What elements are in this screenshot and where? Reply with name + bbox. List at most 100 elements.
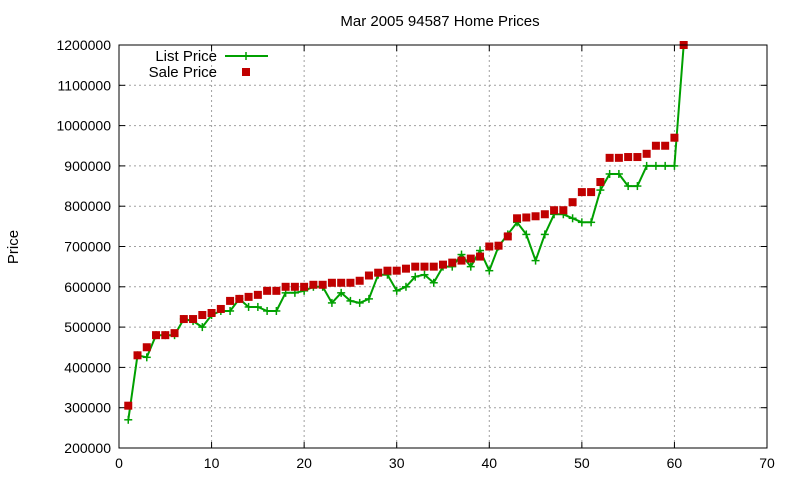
legend-marker-list-price: [242, 52, 250, 60]
sale-price-point: [624, 153, 633, 162]
sale-price-point: [494, 241, 503, 250]
tick-labels: 0 10 20 30 40 50 60 70 200000 300000 400000 500000 6…: [56, 37, 775, 471]
list-price-point: [142, 353, 151, 362]
sale-price-point: [596, 178, 605, 187]
list-price-point: [124, 415, 133, 424]
sale-price-point: [540, 210, 549, 219]
sale-price-point: [457, 256, 466, 265]
sale-price-point: [170, 329, 179, 338]
y-tick-label: 300000: [64, 400, 111, 416]
sale-price-point: [142, 343, 151, 352]
sale-price-point: [226, 296, 235, 305]
sale-price-point: [605, 153, 614, 162]
sale-price-point: [152, 331, 161, 340]
list-price-point: [226, 306, 235, 315]
sale-price-point: [161, 331, 170, 340]
x-tick-label: 30: [389, 455, 405, 471]
sale-price-point: [244, 292, 253, 301]
sale-price-point: [651, 141, 660, 150]
y-tick-label: 500000: [64, 319, 111, 335]
y-tick-label: 1100000: [58, 77, 112, 93]
list-price-point: [411, 272, 420, 281]
chart-title: Mar 2005 94587 Home Prices: [340, 13, 539, 30]
y-tick-label: 200000: [64, 440, 111, 456]
list-price-point: [429, 278, 438, 287]
sale-price-point: [577, 188, 586, 197]
sale-price-point: [411, 262, 420, 271]
list-price-point: [587, 218, 596, 227]
sale-price-point: [253, 290, 262, 299]
list-price-point: [263, 306, 272, 315]
list-price-point: [355, 298, 364, 307]
list-price-point: [651, 161, 660, 170]
list-price-point: [466, 262, 475, 271]
sale-price-point: [661, 141, 670, 150]
x-tick-label: 70: [759, 455, 775, 471]
sale-price-point: [670, 133, 679, 142]
sale-price-point: [290, 282, 299, 291]
sale-price-point: [429, 262, 438, 271]
sale-price-point: [318, 280, 327, 289]
y-tick-label: 600000: [64, 279, 111, 295]
sale-price-point: [235, 294, 244, 303]
y-tick-label: 800000: [64, 198, 111, 214]
list-price-point: [253, 302, 262, 311]
x-tick-label: 40: [481, 455, 497, 471]
list-price-point: [661, 161, 670, 170]
sale-price-point: [614, 153, 623, 162]
list-price-point: [485, 266, 494, 275]
legend-label-list-price: List Price: [155, 48, 217, 65]
sale-price-point: [272, 286, 281, 295]
y-tick-label: 400000: [64, 359, 111, 375]
legend: List Price Sale Price: [149, 48, 268, 81]
list-price-point: [420, 270, 429, 279]
list-price-point: [272, 306, 281, 315]
sale-price-point: [531, 212, 540, 221]
sale-price-point: [300, 282, 309, 291]
sale-price-point: [189, 315, 198, 324]
sale-price-point: [337, 278, 346, 287]
x-tick-label: 60: [667, 455, 683, 471]
sale-price-point: [216, 304, 225, 313]
sale-price-point: [124, 401, 133, 410]
sale-price-point: [587, 188, 596, 197]
list-price-point: [614, 169, 623, 178]
list-price-point: [670, 161, 679, 170]
sale-price-point: [327, 278, 336, 287]
legend-marker-sale-price: [242, 68, 250, 76]
list-price-point: [577, 218, 586, 227]
list-price-point: [392, 286, 401, 295]
list-price-point: [531, 256, 540, 265]
sale-price-point: [476, 252, 485, 261]
sale-price-point: [198, 311, 207, 320]
sale-price-point: [513, 214, 522, 223]
list-price-point: [540, 230, 549, 239]
y-axis-label: Price: [5, 230, 22, 264]
list-price-point: [568, 214, 577, 223]
list-price-point: [596, 186, 605, 195]
grid: [119, 45, 767, 448]
sale-price-point: [263, 286, 272, 295]
y-tick-label: 700000: [64, 239, 111, 255]
sale-price-point: [568, 198, 577, 207]
list-price-point: [364, 294, 373, 303]
sale-price-point: [466, 254, 475, 263]
y-tick-label: 900000: [64, 158, 111, 174]
sale-price-point: [133, 351, 142, 360]
sale-price-point: [401, 264, 410, 273]
list-price-point: [244, 302, 253, 311]
sale-price-point: [448, 258, 457, 267]
sale-price-point: [550, 206, 559, 215]
y-tick-label: 1200000: [56, 37, 111, 53]
x-tick-label: 20: [296, 455, 312, 471]
sale-price-point: [374, 268, 383, 277]
sale-price-point: [383, 266, 392, 275]
list-price-point: [642, 161, 651, 170]
sale-price-point: [633, 153, 642, 162]
x-tick-label: 0: [115, 455, 123, 471]
x-tick-label: 10: [204, 455, 220, 471]
list-price-point: [346, 296, 355, 305]
sale-price-point: [503, 232, 512, 241]
sale-price-point: [522, 213, 531, 222]
